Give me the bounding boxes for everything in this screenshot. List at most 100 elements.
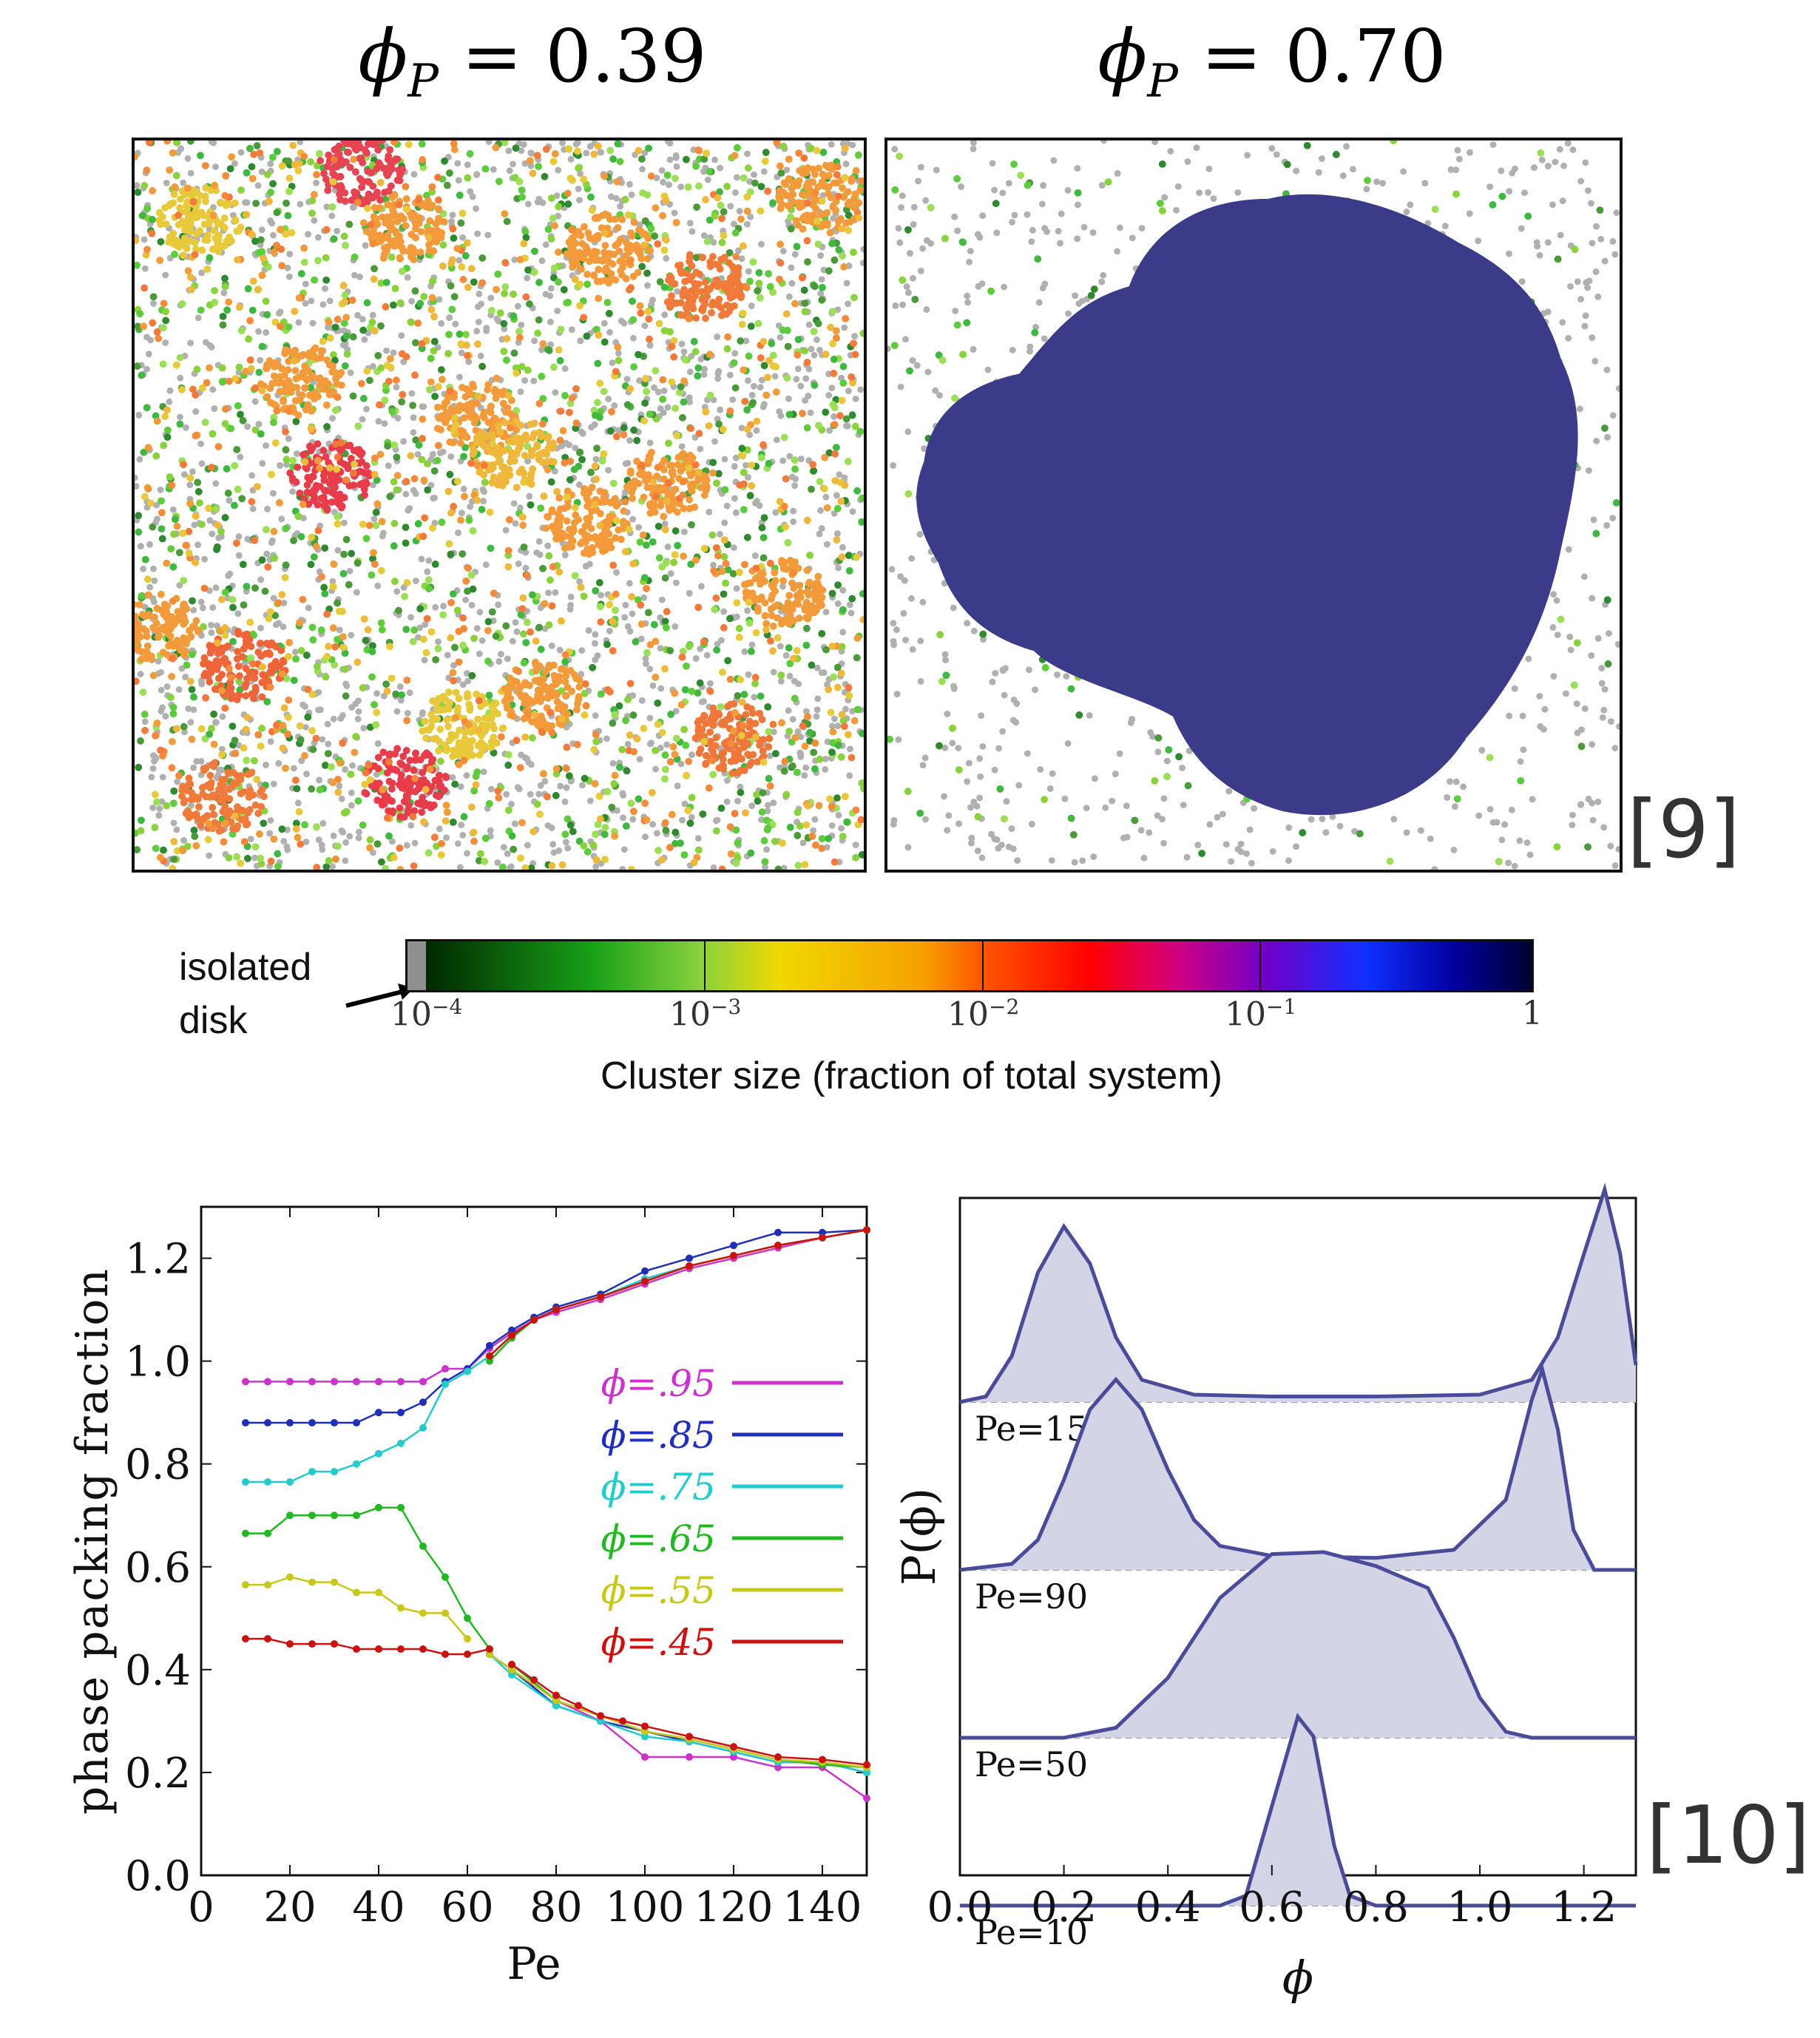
legend-label: ϕ=.55 — [601, 1569, 717, 1612]
data-point — [486, 1357, 493, 1365]
data-point — [442, 1650, 449, 1658]
data-point — [397, 1439, 405, 1447]
data-point — [530, 1316, 538, 1324]
series-line — [246, 1637, 490, 1656]
series-line-upper — [489, 1229, 867, 1357]
data-point — [774, 1242, 782, 1250]
data-point — [863, 1226, 870, 1234]
series-line — [246, 1576, 468, 1639]
data-point — [508, 1665, 515, 1673]
data-point — [419, 1398, 427, 1406]
x-tick-label: 0.0 — [927, 1883, 992, 1932]
x-tick-label: 100 — [606, 1883, 685, 1932]
data-point — [774, 1763, 782, 1771]
x-tick-label: 0.8 — [1343, 1883, 1409, 1932]
series-line-lower — [489, 1653, 867, 1774]
tick-base: 10 — [947, 995, 989, 1034]
y-tick-label: 0.8 — [125, 1441, 191, 1489]
distribution-curve — [960, 1550, 1636, 1740]
distribution-curve — [960, 1713, 1636, 1908]
x-tick-label: 40 — [352, 1883, 405, 1932]
particles — [135, 141, 864, 870]
reference-top: [9] — [1627, 784, 1740, 876]
data-point — [286, 1478, 294, 1486]
legend-label: ϕ=.95 — [601, 1362, 717, 1405]
phi-subscript: P — [1147, 53, 1178, 108]
data-point — [375, 1378, 382, 1386]
data-point — [442, 1573, 449, 1581]
data-point — [464, 1367, 471, 1375]
y-tick-label: 1.2 — [125, 1236, 191, 1284]
distribution-area — [960, 1551, 1636, 1738]
data-point — [397, 1378, 405, 1386]
data-point — [331, 1378, 338, 1386]
data-point — [686, 1733, 693, 1741]
data-point — [353, 1378, 360, 1386]
data-point — [353, 1460, 360, 1468]
data-point — [508, 1326, 515, 1334]
data-point — [508, 1670, 515, 1679]
tick-exponent: −2 — [989, 995, 1020, 1019]
data-point — [331, 1511, 338, 1520]
y-tick-label: 0.2 — [125, 1750, 191, 1798]
data-point — [464, 1635, 471, 1643]
data-point — [819, 1233, 826, 1242]
data-point — [730, 1242, 737, 1250]
data-point — [552, 1702, 560, 1710]
data-point — [353, 1645, 360, 1653]
tick-base: 1 — [1522, 995, 1543, 1032]
data-point — [286, 1640, 294, 1648]
data-point — [552, 1306, 560, 1314]
data-point — [331, 1640, 338, 1648]
tick-base: 10 — [390, 995, 432, 1034]
series-line-lower — [489, 1653, 867, 1799]
pe-label: Pe=50 — [975, 1744, 1088, 1784]
tick-base: 10 — [669, 995, 711, 1034]
phase-packing-chart: 0 20 40 60 80 100 120 140 0.0 0.2 0.4 0.6 0.8 1.0 1.2 P… — [67, 1205, 870, 1990]
data-point — [442, 1609, 449, 1617]
data-point — [375, 1503, 382, 1511]
x-tick-label: 80 — [530, 1883, 582, 1932]
series-line-lower — [489, 1653, 867, 1774]
x-axis-label: ϕ — [1282, 1951, 1313, 2005]
data-point — [353, 1511, 360, 1520]
data-point — [397, 1645, 405, 1653]
data-point — [730, 1252, 737, 1260]
data-point — [308, 1511, 316, 1520]
data-point — [353, 1588, 360, 1597]
y-axis-label: phase packing fraction — [67, 1267, 118, 1815]
particles — [887, 141, 1620, 870]
series-line-upper — [489, 1229, 867, 1362]
y-tick-label: 0.6 — [125, 1544, 191, 1592]
legend-label: ϕ=.45 — [601, 1621, 717, 1664]
data-point — [508, 1660, 515, 1668]
data-point — [264, 1635, 271, 1643]
x-tick-label: 1.0 — [1447, 1883, 1513, 1932]
series-line — [246, 1506, 491, 1650]
data-point — [774, 1753, 782, 1761]
data-point — [508, 1331, 515, 1339]
phi-symbol: ϕ — [358, 15, 408, 99]
data-point — [530, 1676, 538, 1684]
particle-snapshot-left — [135, 141, 864, 870]
y-tick-label: 0.0 — [125, 1852, 191, 1900]
legend-label: ϕ=.75 — [601, 1466, 717, 1509]
data-point — [242, 1581, 249, 1589]
x-tick-label: 0.2 — [1031, 1883, 1097, 1932]
data-point — [264, 1478, 271, 1486]
data-point — [264, 1581, 271, 1589]
data-point — [686, 1254, 693, 1262]
data-point — [641, 1727, 649, 1736]
data-point — [286, 1511, 294, 1520]
data-point — [597, 1293, 604, 1301]
snapshot-left-panel — [132, 138, 867, 873]
data-point — [331, 1468, 338, 1476]
x-tick-label: 1.2 — [1551, 1883, 1617, 1932]
colorbar-tick-label: 10−2 — [947, 995, 1019, 1034]
data-point — [486, 1650, 493, 1658]
legend-label: ϕ=.65 — [601, 1517, 717, 1560]
data-point — [308, 1578, 316, 1586]
reference-bottom: [10] — [1646, 1790, 1810, 1882]
pe-label: Pe=90 — [975, 1577, 1088, 1616]
